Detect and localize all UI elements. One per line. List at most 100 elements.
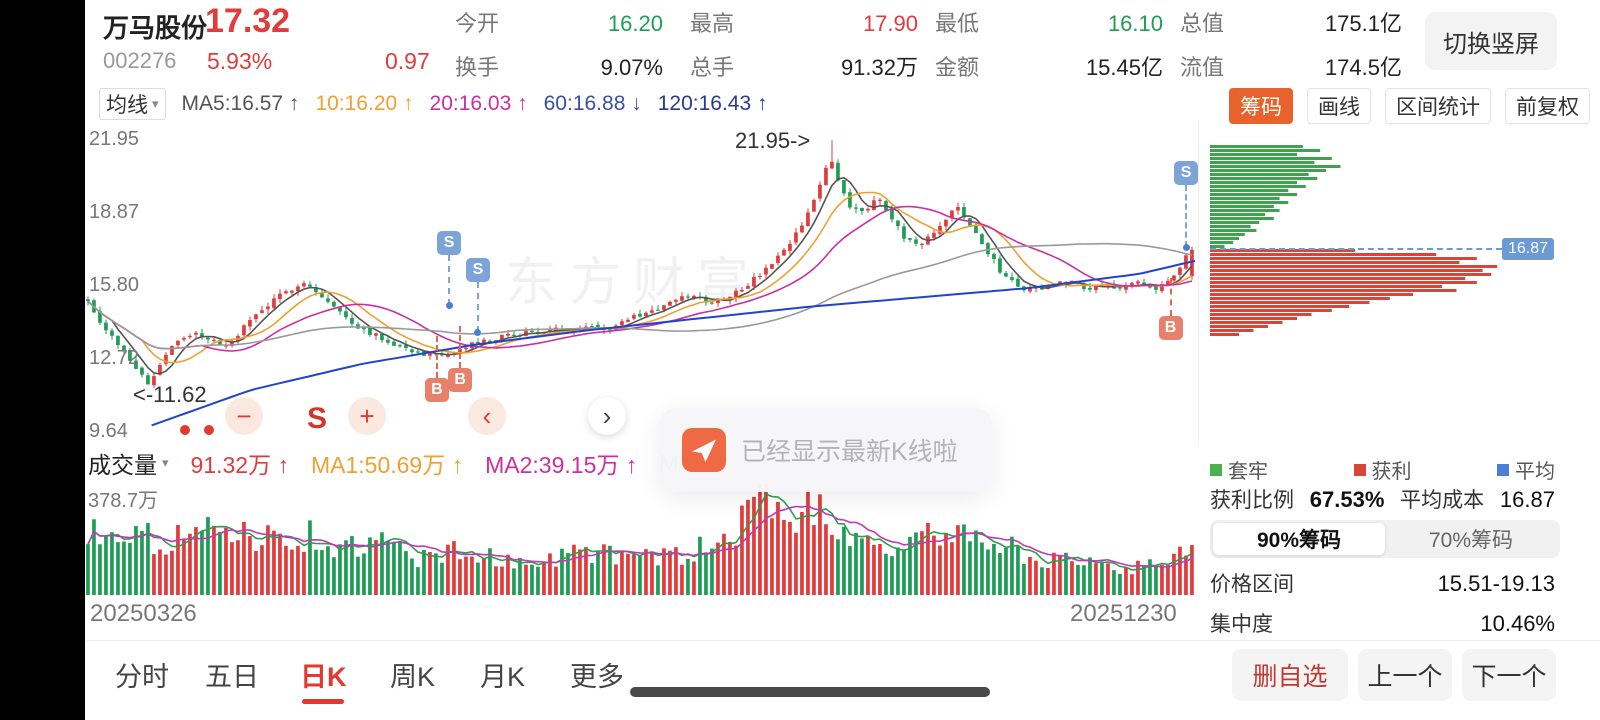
avg-cost-label: 平均成本 <box>1400 489 1485 512</box>
legend-profit: 获利 <box>1353 455 1412 484</box>
volume-ma1-value: MA1:50.69万 ↑ <box>310 452 464 478</box>
buy-marker[interactable]: B <box>448 368 473 392</box>
marker-connector <box>1185 184 1188 247</box>
stat-value: 91.32万 <box>840 55 918 80</box>
marker-connector <box>1169 278 1172 316</box>
concentration-label: 集中度 <box>1210 613 1273 636</box>
bottom-bar: 分时 五日 日K 周K 月K 更多 删自选 上一个 下一个 <box>85 640 1600 720</box>
average-cost-badge: 16.87 <box>1502 238 1554 260</box>
marker-dot <box>1182 243 1190 251</box>
remove-watchlist-button[interactable]: 删自选 <box>1232 649 1348 701</box>
stat-label: 换手 <box>455 55 500 80</box>
stat-label: 今开 <box>455 11 500 36</box>
stat-value: 175.1亿 <box>1324 11 1402 36</box>
profit-ratio-value: 67.53% <box>1309 487 1385 512</box>
tab-weekly-k[interactable]: 周K <box>390 662 436 692</box>
volume-current-value: 91.32万 ↑ <box>190 452 289 478</box>
blue-swatch-icon <box>1497 463 1509 476</box>
sell-marker[interactable]: S <box>1174 160 1199 185</box>
pan-left-button[interactable]: ‹ <box>468 397 506 435</box>
marker-dot <box>445 301 453 309</box>
buy-marker[interactable]: B <box>1158 316 1183 340</box>
ma20-value: 20:16.03 ↑ <box>429 92 528 115</box>
zoom-out-button[interactable]: − <box>225 397 263 435</box>
sell-marker[interactable]: S <box>465 258 490 283</box>
stat-label: 总手 <box>690 55 735 80</box>
stock-change-value: 0.97 <box>385 48 430 74</box>
y-axis-tick: 15.80 <box>89 274 140 296</box>
ma5-value: MA5:16.57 ↑ <box>181 92 300 115</box>
date-end: 20251230 <box>1070 600 1177 627</box>
ma-selector-dropdown[interactable]: 均线 ▾ <box>99 88 166 120</box>
header: 万马股份 002276 17.32 5.93% 0.97 今开 16.20 换手 9… <box>85 0 1600 88</box>
stat-label: 金额 <box>935 55 980 80</box>
y-axis-tick: 12.72 <box>89 347 140 369</box>
volume-selector-dropdown[interactable]: 成交量 ▾ <box>88 446 169 480</box>
marker-connector <box>448 254 451 305</box>
ma-selector-label: 均线 <box>106 94 148 117</box>
green-swatch-icon <box>1210 463 1222 476</box>
draw-line-button[interactable]: 画线 <box>1307 88 1371 124</box>
stock-price: 17.32 <box>205 2 291 40</box>
volume-ma2-value: MA2:39.15万 ↑ <box>485 452 638 478</box>
volume-chart[interactable] <box>85 480 1195 595</box>
stat-label: 最高 <box>690 11 735 36</box>
stat-col-2: 最高 17.90 总手 91.32万 <box>690 6 918 82</box>
stat-col-3: 最低 16.10 金额 15.45亿 <box>935 6 1163 82</box>
forward-adjusted-button[interactable]: 前复权 <box>1505 88 1590 124</box>
s-marker-label: S <box>307 402 328 435</box>
red-swatch-icon <box>1353 463 1366 476</box>
tab-daily-k[interactable]: 日K <box>300 655 347 694</box>
ma-toolbar: 均线 ▾ MA5:16.57 ↑ 10:16.20 ↑ 20:16.03 ↑ 6… <box>85 88 1600 124</box>
gesture-bar[interactable] <box>630 687 990 697</box>
buy-marker[interactable]: B <box>424 377 449 402</box>
stat-value: 174.5亿 <box>1324 55 1402 80</box>
volume-canvas[interactable] <box>85 480 1195 595</box>
previous-stock-button[interactable]: 上一个 <box>1358 649 1452 701</box>
next-stock-button[interactable]: 下一个 <box>1462 649 1556 701</box>
chip-distribution-button[interactable]: 筹码 <box>1229 88 1293 124</box>
y-axis-tick: 18.87 <box>89 201 140 223</box>
legend-trapped: 套牢 <box>1210 455 1268 484</box>
profit-ratio-label: 获利比例 <box>1210 489 1294 512</box>
chevron-down-icon: ▾ <box>162 455 169 470</box>
high-annotation: 21.95-> <box>735 128 811 153</box>
ma60-value: 60:16.88 ↓ <box>543 92 642 115</box>
stock-change-percent: 5.93% <box>207 48 273 74</box>
y-axis-tick: 21.95 <box>89 128 140 150</box>
tab-intraday[interactable]: 分时 <box>115 662 169 692</box>
chip-histogram <box>1210 145 1498 336</box>
watermark: 东方财富 <box>505 254 762 312</box>
volume-toolbar: 成交量 ▾ 91.32万 ↑ MA1:50.69万 ↑ MA2:39.15万 ↑… <box>85 447 1195 479</box>
tab-90-percent-chips[interactable]: 90%筹码 <box>1213 523 1385 555</box>
price-range-label: 价格区间 <box>1210 573 1294 596</box>
tab-more[interactable]: 更多 <box>570 662 624 692</box>
concentration-row: 集中度 10.46% <box>1210 608 1555 638</box>
tab-monthly-k[interactable]: 月K <box>480 662 526 692</box>
indicator-dot <box>204 425 214 435</box>
toast-message: 已经显示最新K线啦 <box>741 438 958 466</box>
average-cost-line <box>1210 248 1502 250</box>
stat-col-4: 总值 175.1亿 流值 174.5亿 <box>1180 6 1402 82</box>
chip-range-tabs: 90%筹码 70%筹码 <box>1210 520 1560 558</box>
ma10-value: 10:16.20 ↑ <box>315 92 414 115</box>
low-annotation: <-11.62 <box>133 382 207 407</box>
tab-70-percent-chips[interactable]: 70%筹码 <box>1428 529 1514 552</box>
stock-detail-page: 万马股份 002276 17.32 5.93% 0.97 今开 16.20 换手 9… <box>85 0 1600 720</box>
kline-chart[interactable]: 东方财富 21.95 18.87 15.80 12.72 9.64 21.95-… <box>85 120 1199 445</box>
marker-connector <box>476 282 479 333</box>
pan-right-button[interactable]: › <box>588 397 626 435</box>
rotate-screen-button[interactable]: 切换竖屏 <box>1425 12 1557 70</box>
sell-marker[interactable]: S <box>437 230 462 255</box>
profit-ratio-row: 获利比例 67.53% 平均成本 16.87 <box>1210 484 1555 514</box>
chip-legend: 套牢 获利 平均 <box>1210 455 1555 484</box>
ma120-value: 120:16.43 ↑ <box>657 92 768 115</box>
tab-five-day[interactable]: 五日 <box>205 662 259 692</box>
toast: 已经显示最新K线啦 <box>660 408 992 492</box>
indicator-dot <box>180 425 190 435</box>
range-statistics-button[interactable]: 区间统计 <box>1385 88 1491 124</box>
marker-dot <box>474 329 482 337</box>
zoom-in-button[interactable]: + <box>348 397 386 435</box>
kline-canvas[interactable] <box>85 120 1195 445</box>
legend-average: 平均 <box>1497 455 1555 484</box>
